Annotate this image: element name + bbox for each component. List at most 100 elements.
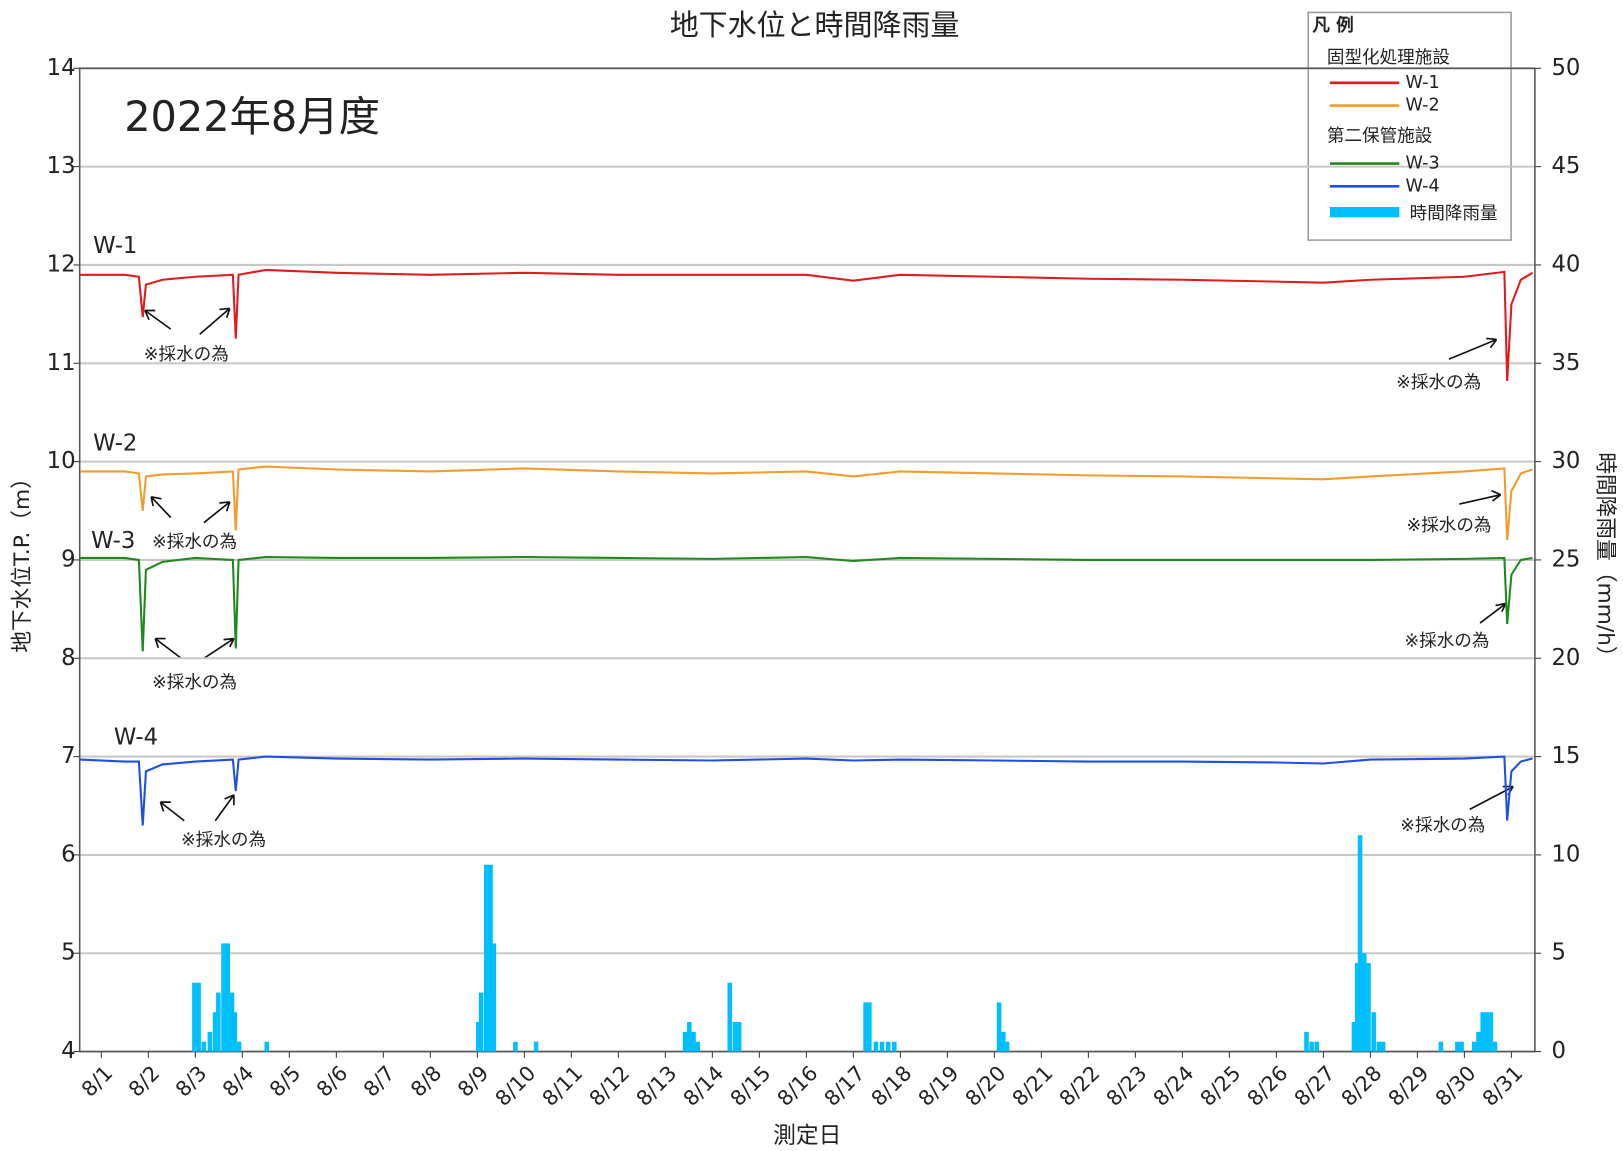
x-tick-label: 8/6 — [312, 1061, 353, 1102]
y2-tick-label: 50 — [1551, 55, 1580, 81]
y2-tick-label: 40 — [1551, 251, 1580, 277]
x-tick-label: 8/26 — [1243, 1061, 1293, 1111]
y2-axis-label: 時間降雨量（mm/h） — [1592, 452, 1617, 667]
rain-bar — [229, 992, 235, 1052]
annotation: ※採水の為 — [1400, 816, 1485, 836]
rain-bar — [212, 1012, 218, 1052]
rain-bar — [1351, 1022, 1357, 1052]
rain-bar — [488, 864, 493, 1052]
rain-bar — [264, 1041, 270, 1052]
plot-frame — [78, 67, 1536, 1053]
legend-swatch — [1329, 207, 1400, 218]
annotation: ※採水の為 — [1404, 632, 1489, 652]
x-tick-label: 8/16 — [773, 1061, 823, 1111]
annotation: ※採水の為 — [1396, 373, 1481, 393]
x-tick-label: 8/3 — [171, 1061, 212, 1102]
y-tick-label: 8 — [61, 645, 75, 671]
x-tick-label: 8/12 — [585, 1061, 635, 1111]
arrow — [214, 794, 235, 822]
x-axis-label: 測定日 — [773, 1123, 841, 1149]
x-tick-label: 8/14 — [679, 1061, 729, 1111]
rain-bar — [1357, 835, 1363, 1052]
rain-bar — [1492, 1041, 1498, 1052]
x-tick-label: 8/4 — [218, 1061, 259, 1102]
chart-body: 地下水位と時間降雨量 2022年8月度 測定日 地下水位T.P.（m） 時間降雨… — [10, 8, 1617, 1149]
rain-bar — [1314, 1041, 1320, 1052]
x-tick-label: 8/19 — [914, 1061, 964, 1111]
rain-bar — [682, 1031, 688, 1052]
series-line — [80, 268, 1534, 382]
y-tick-label: 7 — [61, 743, 75, 769]
rain-bar — [1371, 1012, 1376, 1052]
x-tick-label: 8/23 — [1102, 1061, 1152, 1111]
rain-bar — [1488, 1012, 1493, 1052]
rain-bar — [236, 1041, 242, 1052]
legend-box — [1307, 11, 1512, 241]
rain-bar — [873, 1041, 879, 1052]
rain-bar — [695, 1041, 701, 1052]
arrow — [144, 309, 172, 330]
rain-bar — [232, 1012, 238, 1052]
rain-bar — [216, 992, 221, 1052]
annotation: ※採水の為 — [152, 673, 237, 693]
chart-subtitle: 2022年8月度 — [124, 93, 380, 141]
rain-bar — [1459, 1041, 1464, 1052]
rain-bar — [196, 982, 201, 1052]
rain-bar — [736, 1022, 742, 1052]
arrow — [199, 307, 231, 335]
y2-tick-label: 0 — [1551, 1038, 1565, 1064]
rain-bar — [1001, 1031, 1006, 1052]
legend-label: 時間降雨量 — [1410, 204, 1498, 224]
x-tick-label: 8/5 — [265, 1061, 306, 1102]
rain-bar — [1380, 1041, 1386, 1052]
rain-bar — [1476, 1031, 1481, 1052]
rain-bar — [885, 1041, 891, 1052]
y-tick-label: 10 — [47, 448, 76, 474]
series-label: W-2 — [93, 431, 137, 457]
y-tick-label: 11 — [47, 350, 76, 376]
x-tick-label: 8/13 — [632, 1061, 682, 1111]
rain-bar — [732, 1022, 738, 1052]
annotation: ※採水の為 — [144, 345, 229, 365]
arrow — [159, 801, 185, 822]
y-tick-label: 9 — [61, 546, 75, 572]
arrow — [203, 637, 235, 659]
y2-tick-label: 20 — [1551, 645, 1580, 671]
y2-tick-label: 30 — [1551, 448, 1580, 474]
rain-bar — [483, 864, 489, 1052]
y2-tick-label: 25 — [1551, 546, 1580, 572]
legend-label: W-1 — [1406, 73, 1440, 93]
rain-bar — [1455, 1041, 1460, 1052]
series-line — [80, 556, 1533, 652]
rain-bar — [691, 1031, 696, 1052]
x-tick-label: 8/28 — [1337, 1061, 1387, 1111]
annotation-arrows — [144, 307, 1514, 822]
series-line — [80, 465, 1533, 541]
x-tick-label: 8/15 — [726, 1061, 776, 1111]
x-tick-label: 8/24 — [1149, 1061, 1199, 1111]
rain-bar — [996, 1002, 1002, 1052]
legend-group: 固型化処理施設 — [1327, 48, 1450, 68]
annotation: ※採水の為 — [181, 830, 266, 850]
legend-group: 第二保管施設 — [1327, 127, 1432, 147]
rain-bar — [476, 1022, 481, 1052]
x-tick-label: 8/30 — [1431, 1061, 1481, 1111]
legend-title: 凡 例 — [1312, 15, 1353, 36]
legend-label: W-4 — [1406, 176, 1440, 196]
y-tick-label: 14 — [47, 55, 76, 81]
rain-bar — [221, 943, 226, 1052]
rain-bar — [1484, 1012, 1490, 1052]
rain-bar — [891, 1041, 897, 1052]
rain-bar — [727, 982, 733, 1052]
rain-bar — [491, 943, 497, 1052]
rain-bar — [207, 1031, 213, 1052]
arrow — [1479, 602, 1507, 624]
arrow — [154, 637, 182, 659]
rain-bar — [513, 1041, 518, 1052]
rain-bar — [1309, 1041, 1314, 1052]
rain-bar — [1471, 1041, 1477, 1052]
y-tick-label: 4 — [61, 1038, 75, 1064]
x-tick-label: 8/2 — [124, 1061, 165, 1102]
